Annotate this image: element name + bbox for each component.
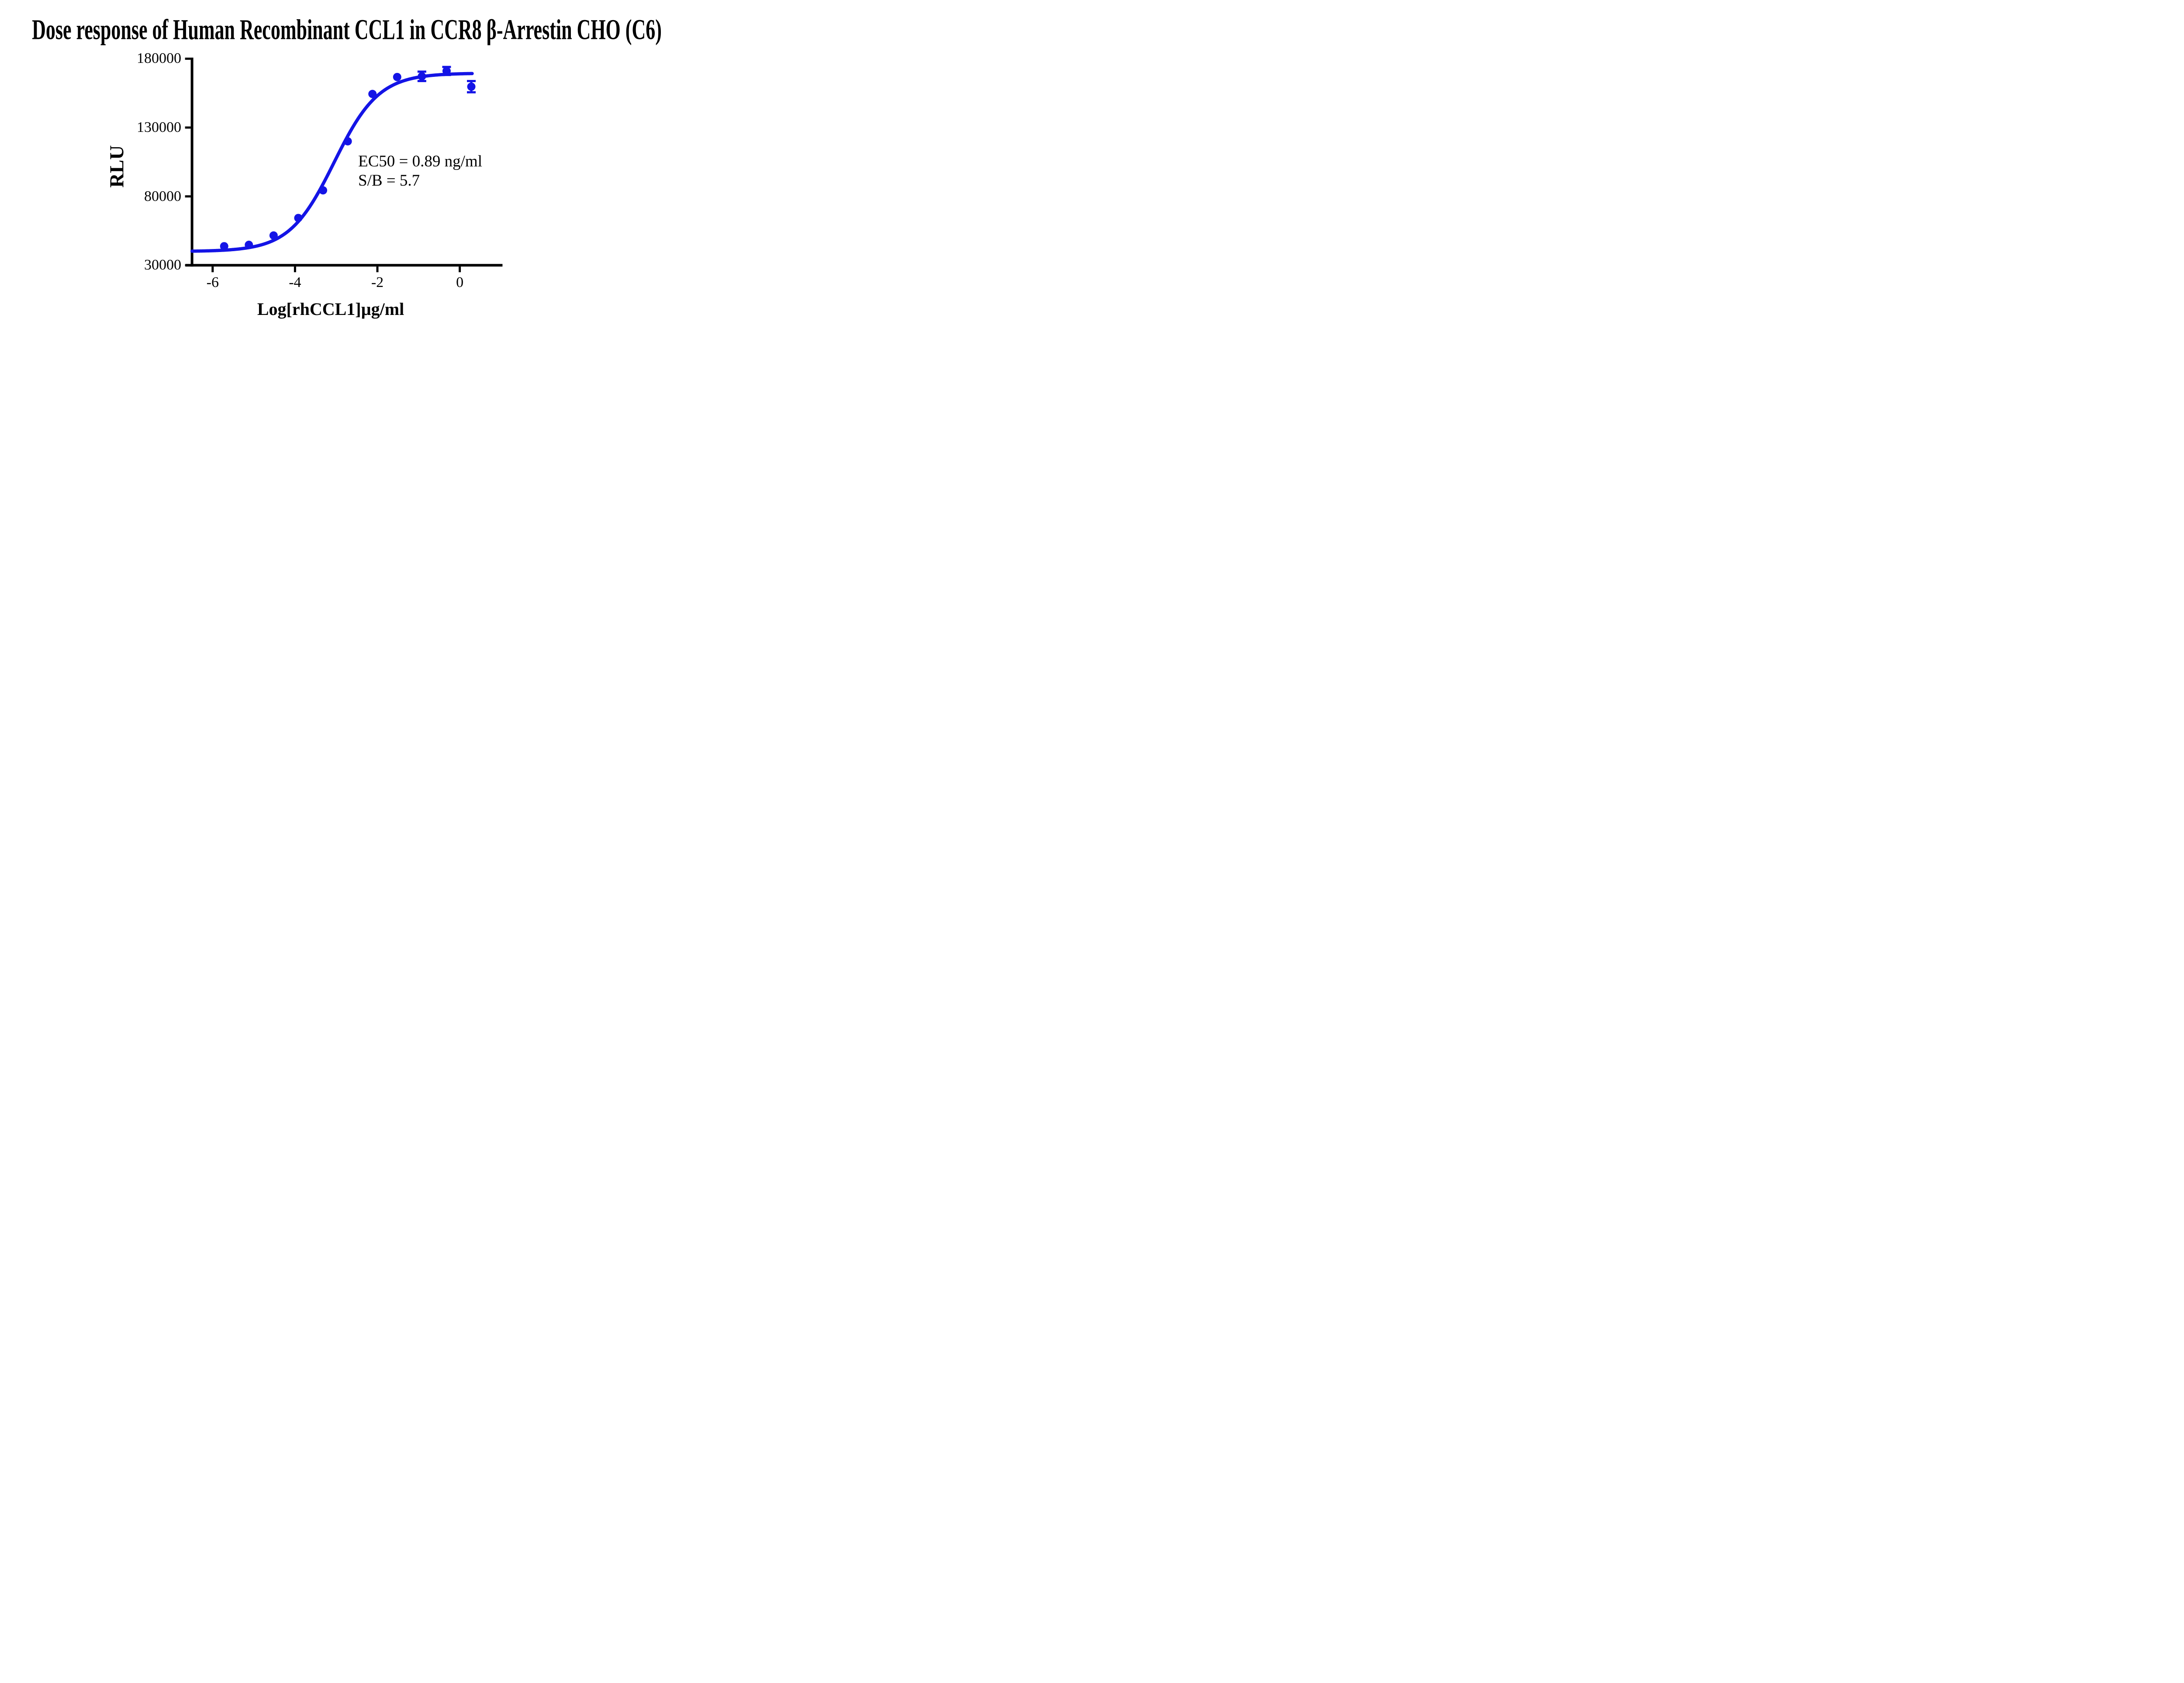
figure: Dose response of Human Recombinant CCL1 … [0,0,694,337]
y-tick-label: 80000 [144,188,181,204]
y-tick-label: 30000 [144,257,181,273]
data-point [393,73,401,81]
data-point [319,186,328,195]
data-point [343,137,352,146]
data-point [294,214,303,222]
annotation-sb: S/B = 5.7 [358,172,420,190]
chart-title: Dose response of Human Recombinant CCL1 … [32,14,662,46]
data-point [245,241,253,249]
data-point [442,66,451,75]
x-tick-label: -6 [206,274,219,290]
x-tick-label: -4 [289,274,301,290]
data-point [368,90,377,98]
annotation-ec50: EC50 = 0.89 ng/ml [358,152,482,170]
data-point [418,72,426,81]
plot-area [185,57,503,273]
x-tick-label: -2 [371,274,384,290]
annotation-block: EC50 = 0.89 ng/ml S/B = 5.7 [358,152,482,190]
x-tick-label: 0 [456,274,464,290]
data-point [467,82,476,91]
y-tick-label: 180000 [137,50,181,67]
data-point [269,231,278,240]
data-point [220,242,228,251]
y-tick-label: 130000 [137,119,181,135]
x-axis-label: Log[rhCCL1]µg/ml [257,299,404,319]
